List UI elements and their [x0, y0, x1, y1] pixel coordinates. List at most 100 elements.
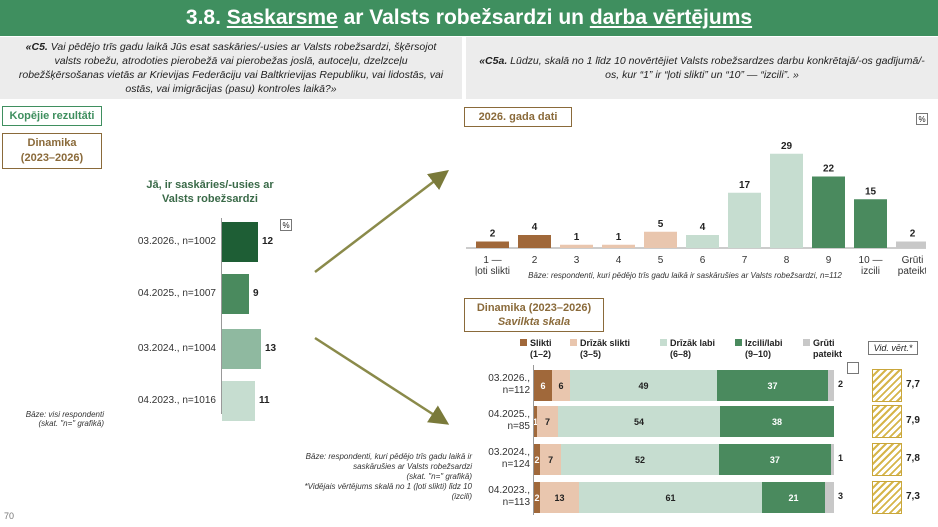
- stacked-segment: 1: [534, 406, 537, 437]
- page-number: 70: [4, 511, 15, 521]
- header-word-1: Saskarsme: [226, 6, 338, 29]
- arrow-up: [314, 169, 449, 273]
- stacked-segment: 54: [558, 406, 720, 437]
- average-value: 7,7: [906, 379, 920, 390]
- stacked-axis: [533, 365, 534, 515]
- top-chart-value: 4: [532, 222, 538, 233]
- stacked-segment: 38: [720, 406, 834, 437]
- legend-item: Drīzāk slikti (3–5): [570, 338, 630, 360]
- top-chart-category: 2: [532, 255, 538, 266]
- left-bar-value: 9: [253, 288, 259, 299]
- left-chart-unit: %: [280, 219, 292, 231]
- left-bar: [222, 329, 261, 369]
- question-left-code: «C5.: [25, 41, 48, 53]
- left-bar: [222, 381, 255, 421]
- header-number: 3.8.: [185, 6, 221, 29]
- top-chart-bar: [476, 241, 509, 248]
- left-chart: 03.2026., n=1002 12 04.2025., n=1007 9 03.20…: [0, 0, 300, 421]
- top-chart-value: 22: [823, 164, 835, 175]
- left-bar-value: 13: [265, 343, 277, 354]
- top-chart-bar: [518, 235, 551, 248]
- left-chart-title: Jā, ir saskāries/-usies ar Valsts robežs…: [146, 179, 274, 205]
- top-chart-value: 2: [910, 229, 916, 240]
- stacked-segment: 7: [537, 406, 558, 437]
- stacked-row: 2 13 61 21: [534, 482, 834, 513]
- stacked-segment: 52: [561, 444, 719, 475]
- legend-label: Slikti: [530, 338, 552, 348]
- top-chart-value: 5: [658, 219, 664, 230]
- legend-label: Grūti: [813, 338, 835, 348]
- top-chart-category: 8: [784, 255, 790, 266]
- top-chart-bar: [602, 244, 635, 248]
- left-bar-category: 04.2023., n=1016: [137, 395, 216, 406]
- top-chart-category: Grūti pateikt: [898, 255, 926, 277]
- dynamics2-label: Dinamika (2023–2026) Savilkta skala: [464, 298, 604, 332]
- left-base-note: Bāze: visi respondenti (skat. "n=" grafi…: [25, 410, 104, 428]
- dynamics2-subtitle: Savilkta skala: [497, 316, 571, 328]
- stacked-segment: 7: [540, 444, 562, 475]
- top-chart-bar: [686, 235, 719, 248]
- overall-results-label: Kopējie rezultāti: [2, 106, 102, 126]
- top-chart-bar: [770, 153, 803, 248]
- top-chart-value: 2: [490, 229, 496, 240]
- legend-swatch: [735, 339, 742, 346]
- average-marker: [872, 443, 902, 476]
- top-chart-bar: [812, 176, 845, 248]
- average-marker: [872, 405, 902, 438]
- average-marker: [872, 481, 902, 514]
- bottom-base-note: Bāze: respondenti, kuri pēdējo trīs gadu…: [304, 452, 472, 501]
- average-value: 7,9: [906, 415, 920, 426]
- stacked-segment: 21: [762, 482, 825, 513]
- top-chart-bar: [560, 244, 593, 248]
- legend-range: pateikt: [813, 349, 843, 359]
- stacked-segment-label: 2: [838, 379, 844, 389]
- dynamics2-title: Dinamika (2023–2026): [476, 302, 592, 314]
- legend-range: (9–10): [745, 349, 772, 359]
- top-chart-bar: [854, 199, 887, 248]
- header-word-2: darba vērtējums: [589, 6, 753, 29]
- top-chart-category: 1 — ļoti slikti: [475, 255, 510, 277]
- stacked-row: 1 7 54 38: [534, 406, 834, 437]
- stacked-segment: 61: [579, 482, 762, 513]
- stacked-row: 6 6 49 37: [534, 370, 834, 401]
- question-left: «C5. Vai pēdējo trīs gadu laikā Jūs esat…: [0, 37, 462, 99]
- left-bar-value: 12: [262, 236, 274, 247]
- dynamics-label: Dinamika (2023–2026): [2, 133, 102, 169]
- legend-item: Drīzāk labi (6–8): [660, 338, 715, 360]
- average-value: 7,3: [906, 491, 920, 502]
- stacked-segment-label: 3: [838, 491, 844, 501]
- page-header: 3.8. Saskarsme ar Valsts robežsardzi un …: [0, 0, 938, 36]
- top-chart-value: 17: [739, 180, 751, 191]
- legend-item: Izcili/labi (9–10): [735, 338, 783, 360]
- legend-label: Drīzāk labi: [670, 338, 716, 348]
- stacked-segment: 6: [552, 370, 570, 401]
- top-chart-value: 4: [700, 222, 706, 233]
- top-chart-value: 29: [781, 141, 793, 152]
- top-chart-bar: [644, 231, 677, 248]
- stacked-segment: 2: [534, 482, 540, 513]
- stacked-segment: 13: [540, 482, 579, 513]
- stacked-segment: [828, 370, 834, 401]
- average-value: 7,8: [906, 453, 920, 464]
- question-right-text: Lūdzu, skalā no 1 līdz 10 novērtējiet Va…: [507, 55, 925, 81]
- top-chart-category: 4: [616, 255, 622, 266]
- stacked-segment-label: 1: [838, 453, 844, 463]
- left-chart-axis: [221, 218, 222, 414]
- stacked-category: 03.2026., n=112: [488, 373, 530, 396]
- left-bar-value: 11: [259, 395, 270, 406]
- left-bar-category: 03.2026., n=1002: [137, 236, 216, 247]
- stacked-legend: Slikti (1–2) Drīzāk slikti (3–5) Drīzāk labi…: [520, 338, 860, 364]
- top-chart-category: 10 — izcili: [859, 255, 883, 277]
- top-chart-bar: [728, 192, 761, 248]
- legend-swatch: [660, 339, 667, 346]
- stacked-segment: [825, 482, 834, 513]
- legend-item: Slikti (1–2): [520, 338, 552, 360]
- question-right-code: «C5a.: [479, 55, 508, 67]
- arrow-down: [314, 336, 450, 425]
- left-bar-category: 04.2025., n=1007: [137, 288, 216, 299]
- stacked-segment: [830, 444, 834, 475]
- stacked-category: 04.2023., n=113: [488, 485, 530, 508]
- left-bar: [222, 274, 249, 314]
- legend-label: Izcili/labi: [745, 338, 783, 348]
- stacked-segment: 2: [534, 444, 541, 475]
